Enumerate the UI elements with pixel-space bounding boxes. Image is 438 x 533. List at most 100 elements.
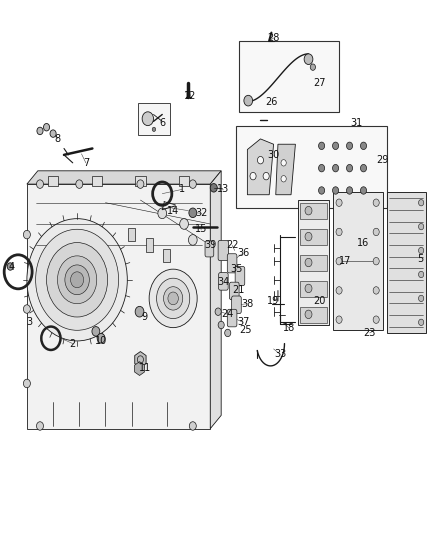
Circle shape	[225, 329, 231, 337]
Bar	[237, 126, 387, 208]
Circle shape	[142, 112, 153, 126]
Circle shape	[218, 321, 224, 329]
Circle shape	[250, 172, 256, 180]
FancyBboxPatch shape	[219, 272, 228, 290]
Text: 1: 1	[179, 184, 185, 195]
Circle shape	[35, 229, 119, 330]
Circle shape	[304, 54, 313, 64]
Circle shape	[332, 165, 339, 172]
Text: 27: 27	[313, 78, 326, 88]
Circle shape	[189, 180, 196, 188]
Text: 36: 36	[237, 248, 249, 258]
Bar	[300, 255, 327, 271]
Bar	[300, 229, 327, 245]
Circle shape	[71, 272, 84, 288]
Circle shape	[92, 327, 100, 336]
Circle shape	[43, 124, 49, 131]
Text: 28: 28	[267, 33, 280, 43]
FancyBboxPatch shape	[232, 296, 241, 313]
Circle shape	[152, 127, 155, 132]
Circle shape	[281, 160, 286, 166]
Bar	[297, 200, 329, 325]
Circle shape	[163, 287, 183, 310]
Text: 31: 31	[350, 118, 363, 128]
FancyBboxPatch shape	[227, 309, 237, 327]
Circle shape	[419, 247, 424, 254]
Text: 26: 26	[265, 96, 278, 107]
Text: 15: 15	[195, 224, 208, 235]
Circle shape	[23, 379, 30, 387]
Circle shape	[36, 180, 43, 188]
Circle shape	[419, 199, 424, 206]
Bar	[387, 192, 426, 333]
Circle shape	[215, 308, 221, 316]
Text: 12: 12	[184, 91, 197, 101]
Text: 8: 8	[54, 134, 60, 144]
Circle shape	[305, 206, 312, 215]
Text: 22: 22	[226, 240, 238, 250]
Circle shape	[360, 187, 367, 194]
Circle shape	[244, 95, 253, 106]
Circle shape	[50, 130, 56, 138]
Text: 19: 19	[268, 296, 280, 306]
Circle shape	[318, 165, 325, 172]
Circle shape	[46, 243, 108, 317]
FancyBboxPatch shape	[230, 282, 239, 300]
Circle shape	[360, 142, 367, 150]
Circle shape	[158, 208, 166, 219]
Text: 5: 5	[417, 254, 423, 263]
Circle shape	[27, 219, 127, 341]
Text: 37: 37	[237, 317, 249, 327]
Circle shape	[336, 199, 342, 206]
Circle shape	[37, 127, 43, 135]
Circle shape	[305, 259, 312, 266]
Text: 25: 25	[239, 325, 251, 335]
Circle shape	[23, 230, 30, 239]
Polygon shape	[27, 184, 210, 429]
Text: 9: 9	[142, 312, 148, 322]
Circle shape	[189, 208, 197, 217]
Circle shape	[76, 180, 83, 188]
Circle shape	[258, 157, 264, 164]
Text: 34: 34	[217, 278, 230, 287]
Circle shape	[210, 183, 217, 192]
Text: 35: 35	[230, 264, 243, 274]
Circle shape	[373, 199, 379, 206]
Text: 17: 17	[339, 256, 352, 266]
Text: 23: 23	[364, 328, 376, 338]
Text: 38: 38	[241, 298, 254, 309]
Text: 21: 21	[233, 286, 245, 295]
Circle shape	[310, 64, 315, 70]
Circle shape	[57, 256, 97, 304]
Bar	[332, 192, 383, 330]
Circle shape	[65, 265, 89, 295]
Circle shape	[137, 180, 144, 188]
Circle shape	[23, 305, 30, 313]
Circle shape	[7, 263, 13, 270]
Circle shape	[332, 142, 339, 150]
Circle shape	[189, 422, 196, 430]
Circle shape	[156, 278, 190, 319]
Circle shape	[336, 287, 342, 294]
Text: 11: 11	[139, 362, 151, 373]
Circle shape	[346, 187, 353, 194]
Text: 3: 3	[26, 317, 32, 327]
Circle shape	[318, 142, 325, 150]
Circle shape	[336, 316, 342, 324]
Text: 13: 13	[217, 184, 230, 195]
FancyBboxPatch shape	[205, 241, 214, 257]
Bar	[300, 203, 327, 219]
Circle shape	[373, 316, 379, 324]
Bar	[138, 103, 170, 135]
Text: 4: 4	[9, 262, 14, 271]
Circle shape	[263, 172, 269, 180]
Bar	[300, 281, 327, 297]
Text: 14: 14	[167, 206, 179, 216]
Circle shape	[188, 235, 197, 245]
Bar	[135, 176, 146, 185]
Text: 32: 32	[195, 208, 208, 219]
Circle shape	[419, 271, 424, 278]
Circle shape	[318, 187, 325, 194]
Circle shape	[168, 292, 178, 305]
Text: 10: 10	[95, 336, 107, 346]
